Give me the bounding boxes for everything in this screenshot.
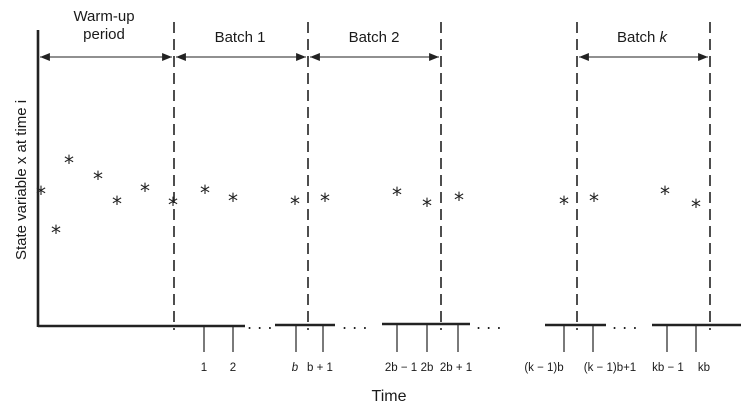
observation-star: *	[36, 182, 46, 206]
batch1-label: Batch 1	[215, 29, 266, 46]
tick-label-1: 1	[201, 362, 207, 374]
batch2-label: Batch 2	[349, 29, 400, 46]
warmup-label-line1: Warm-up	[73, 8, 134, 25]
batchk-var: k	[660, 29, 669, 46]
tick-label-k-minus-1-b-plus-1: (k − 1)b+1	[584, 362, 636, 374]
observation-star: *	[93, 167, 103, 191]
tick-label-k-minus-1-b: (k − 1)b	[524, 362, 563, 374]
tick-label-kb-minus-1: kb − 1	[652, 362, 684, 374]
observation-star: *	[112, 192, 122, 216]
tick-label-2b-minus-1: 2b − 1	[385, 362, 417, 374]
observation-star: *	[320, 189, 330, 213]
tick-label-2b-plus-1: 2b + 1	[440, 362, 472, 374]
axis-ellipsis-3: . . .	[476, 314, 501, 333]
axis-ellipsis-4: . . .	[612, 314, 637, 333]
observation-star: *	[589, 189, 599, 213]
observation-star: *	[392, 183, 402, 207]
observation-star: *	[660, 182, 670, 206]
axis-ellipsis-1: . . .	[247, 314, 272, 333]
observation-star: *	[290, 192, 300, 216]
x-axis-label: Time	[372, 388, 407, 405]
warmup-label-line2: period	[83, 26, 125, 43]
observation-star: *	[228, 189, 238, 213]
observation-star: *	[200, 181, 210, 205]
observation-star: *	[422, 194, 432, 218]
observation-star: *	[140, 179, 150, 203]
observation-star: *	[51, 221, 61, 245]
tick-label-b: b	[292, 362, 299, 374]
tick-label-2b: 2b	[421, 362, 434, 374]
axis-ellipsis-2: . . .	[342, 314, 367, 333]
batchk-label: Batch k	[617, 29, 669, 46]
y-axis-label: State variable x at time i	[13, 100, 30, 260]
observation-markers: * * * * * * * * * * * * * * * * * *	[36, 151, 701, 245]
observation-star: *	[168, 193, 178, 217]
batchk-prefix: Batch	[617, 29, 660, 46]
tick-label-kb: kb	[698, 362, 710, 374]
observation-star: *	[691, 195, 701, 219]
tick-label-2: 2	[230, 362, 236, 374]
observation-star: *	[454, 188, 464, 212]
tick-label-b-plus-1: b + 1	[307, 362, 333, 374]
observation-star: *	[559, 192, 569, 216]
observation-star: *	[64, 151, 74, 175]
